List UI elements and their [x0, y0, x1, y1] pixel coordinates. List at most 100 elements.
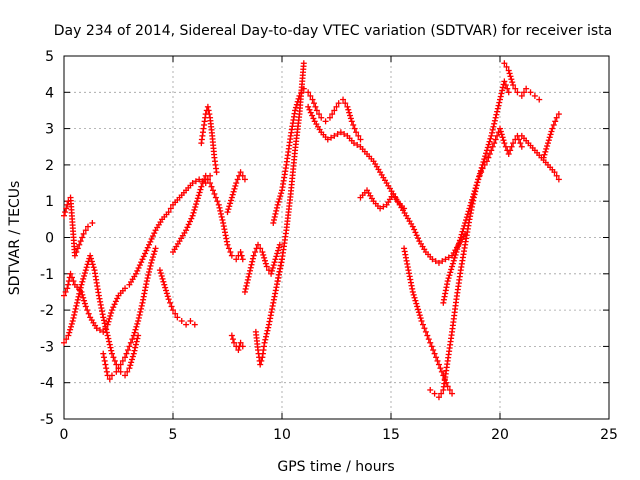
data-point-track-c: [133, 338, 140, 345]
data-point-track-r: [494, 132, 501, 139]
data-point-track-q: [487, 135, 494, 142]
data-point-track-r: [460, 225, 467, 232]
data-point-track-i: [237, 339, 244, 346]
data-point-track-e: [168, 303, 175, 310]
data-point-track-f: [211, 190, 218, 197]
data-point-track-c: [110, 354, 117, 361]
data-point-track-h: [237, 169, 244, 176]
data-point-track-h: [232, 182, 239, 189]
y-tick-label: -1: [40, 267, 54, 283]
data-point-track-l: [357, 136, 364, 143]
data-point-track-r: [468, 199, 475, 206]
data-point-track-u: [547, 131, 554, 138]
data-point-track-s: [507, 73, 514, 80]
data-point-track-b: [62, 209, 69, 216]
data-point-track-b: [80, 230, 87, 237]
data-point-track-c: [81, 270, 88, 277]
data-point-track-a: [148, 235, 155, 242]
data-point-track-c: [78, 281, 85, 288]
data-point-track-r: [469, 196, 476, 203]
data-point-track-f: [188, 215, 195, 222]
data-point-track-l: [322, 118, 329, 125]
data-point-track-r: [457, 234, 464, 241]
data-point-track-l: [313, 107, 320, 114]
data-point-track-j: [271, 259, 278, 266]
data-point-track-a: [64, 285, 71, 292]
data-point-track-e: [158, 272, 165, 279]
data-point-track-d: [149, 254, 156, 261]
data-point-track-q: [480, 158, 487, 165]
data-point-track-p: [449, 390, 456, 397]
data-point-track-p: [433, 354, 440, 361]
data-point-track-i: [231, 339, 238, 346]
data-point-track-d: [122, 354, 129, 361]
data-point-track-a: [110, 304, 117, 311]
data-point-track-l: [353, 129, 360, 136]
data-point-track-a: [189, 180, 196, 187]
data-point-track-f: [207, 180, 214, 187]
data-point-track-d: [123, 350, 130, 357]
data-point-track-r: [462, 219, 469, 226]
data-point-track-c: [88, 258, 95, 265]
data-point-track-n: [439, 258, 446, 265]
data-point-track-d: [137, 308, 144, 315]
data-point-track-d: [113, 368, 120, 375]
data-point-track-j: [255, 241, 262, 248]
data-point-track-s: [514, 89, 521, 96]
data-point-track-s: [531, 92, 538, 99]
data-point-track-j: [243, 282, 250, 289]
data-point-track-c: [76, 290, 83, 297]
data-point-track-f: [198, 183, 205, 190]
data-point-track-b: [74, 245, 81, 252]
data-point-track-d: [135, 314, 142, 321]
y-tick-label: -2: [40, 303, 54, 319]
y-tick-label: 1: [45, 194, 54, 210]
data-point-track-c: [84, 261, 91, 268]
data-point-track-r: [497, 128, 504, 135]
data-point-track-d: [132, 326, 139, 333]
data-point-track-f: [185, 221, 192, 228]
data-point-track-r: [464, 211, 471, 218]
data-point-track-d: [131, 329, 138, 336]
data-point-track-j: [261, 254, 268, 261]
data-point-track-e: [178, 317, 185, 324]
data-point-track-a: [140, 253, 147, 260]
data-point-track-p: [418, 317, 425, 324]
data-point-track-k: [265, 324, 272, 331]
data-point-track-r: [475, 176, 482, 183]
data-point-track-d: [150, 251, 157, 258]
data-point-track-l: [335, 100, 342, 107]
data-point-track-l: [270, 219, 277, 226]
data-point-track-p: [410, 291, 417, 298]
data-point-track-u: [548, 128, 555, 135]
data-point-track-j: [241, 288, 248, 295]
data-point-track-d: [103, 365, 110, 372]
data-point-track-u: [544, 140, 551, 147]
data-point-track-l: [310, 100, 317, 107]
data-point-track-r: [507, 147, 514, 154]
data-point-track-l: [347, 112, 354, 119]
data-point-track-q: [491, 120, 498, 127]
data-point-track-a: [108, 310, 115, 317]
data-point-track-e: [174, 314, 181, 321]
data-point-track-c: [108, 350, 115, 357]
data-point-track-c: [106, 341, 113, 348]
data-point-track-l: [273, 207, 280, 214]
data-point-track-n: [331, 132, 338, 139]
data-point-track-r: [454, 246, 461, 253]
data-point-track-c: [129, 353, 136, 360]
data-point-track-f: [237, 249, 244, 256]
data-point-track-r: [491, 140, 498, 147]
data-point-track-p: [422, 328, 429, 335]
data-point-track-a: [111, 301, 118, 308]
data-point-track-o: [380, 203, 387, 210]
data-point-track-j: [274, 250, 281, 257]
data-point-track-r: [469, 193, 476, 200]
data-point-track-r: [476, 172, 483, 179]
data-point-track-r: [450, 257, 457, 264]
data-point-track-b: [79, 234, 86, 241]
y-tick-label: 0: [45, 231, 54, 247]
y-tick-label: -5: [40, 412, 54, 428]
data-point-track-l: [273, 204, 280, 211]
data-point-track-q: [484, 144, 491, 151]
